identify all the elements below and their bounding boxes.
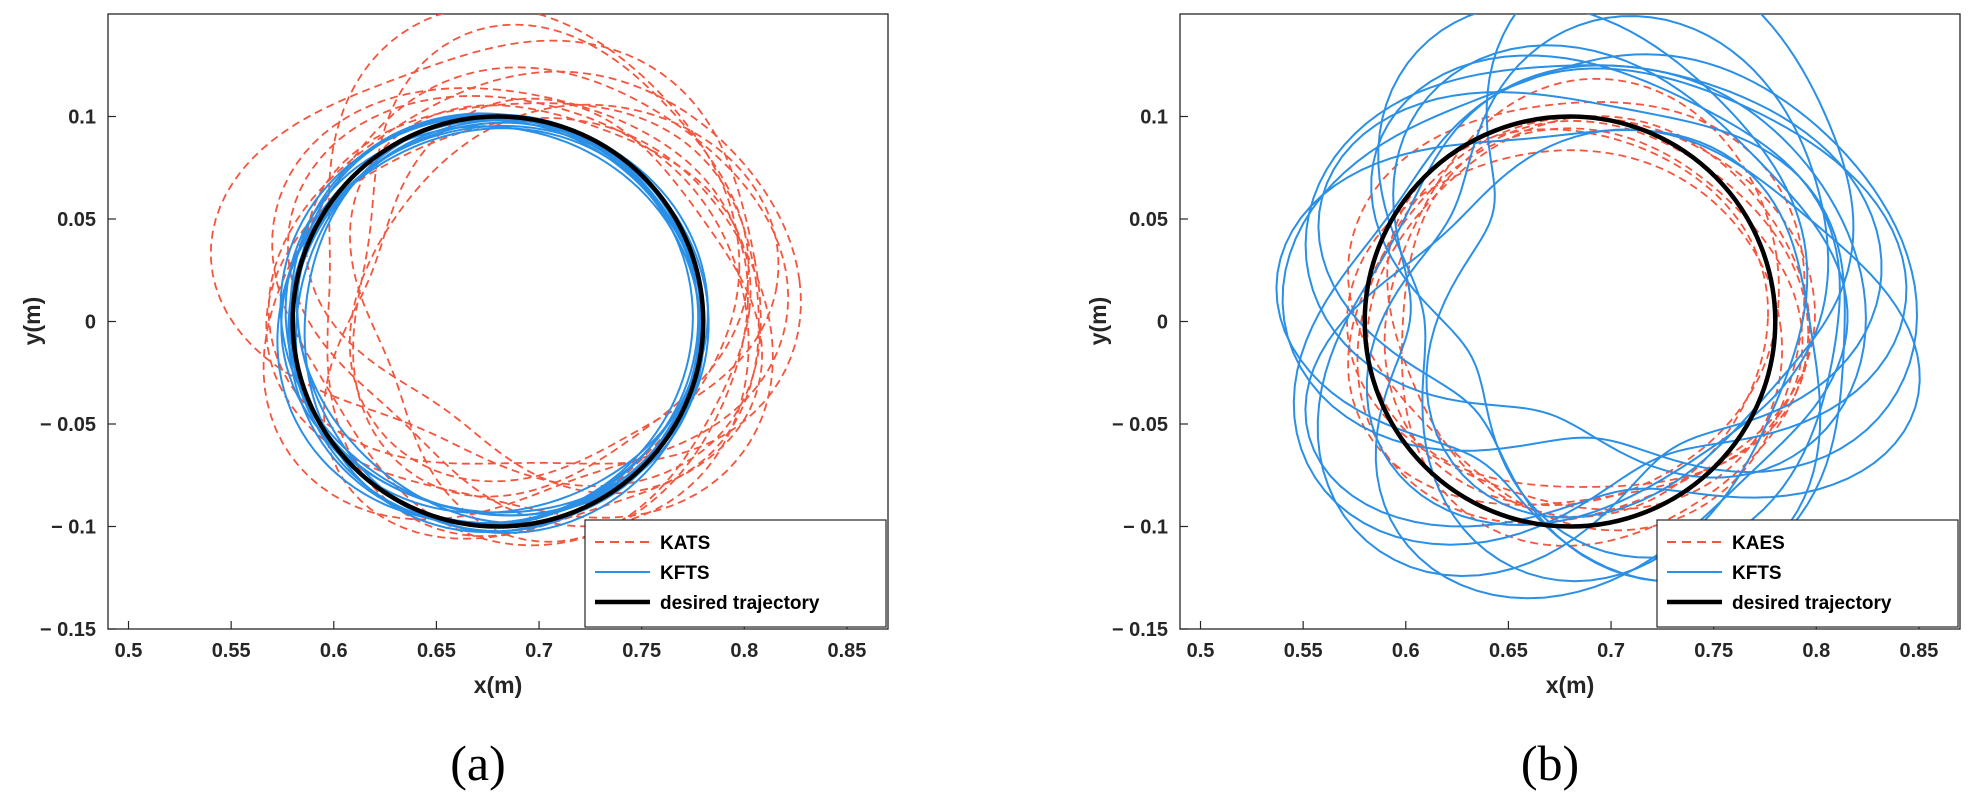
kfts-trajectory-loop: [1281, 53, 1919, 474]
y-tick-label-a: 0.05: [57, 209, 96, 231]
kfts-trajectory-loop: [1316, 64, 1883, 578]
kfts-trajectory-loop: [1370, 54, 1841, 559]
kats-trajectory-loop: [323, 97, 764, 540]
x-tick-label-b: 0.7: [1597, 640, 1625, 662]
x-ticks-b: 0.5 0.55 0.6 0.65 0.7 0.75 0.8 0.85: [1187, 621, 1938, 662]
x-axis-label-b: x(m): [1546, 672, 1595, 698]
kats-trajectory-loop: [210, 39, 762, 488]
kats-trajectory-loop: [352, 23, 750, 498]
legend-label-kfts: KFTS: [1732, 563, 1782, 584]
panel-b: 0.5 0.55 0.6 0.65 0.7 0.75 0.8 0.85 − 0.15− 0.1…: [1085, 13, 1961, 791]
desired-trajectory-circle: [290, 114, 706, 529]
kfts-trajectory-loop: [279, 115, 701, 517]
kats-trajectory-loop: [348, 104, 752, 543]
x-tick-label-a: 0.7: [525, 640, 553, 662]
series-layer-a: [210, 14, 802, 547]
y-axis-label-b: y(m): [1085, 297, 1111, 346]
y-tick-label-a: 0.1: [68, 107, 96, 129]
x-tick-label-a: 0.75: [622, 640, 661, 662]
y-tick-label-a: − 0.1: [51, 517, 96, 539]
x-tick-label-a: 0.55: [212, 640, 251, 662]
panel-a: 0.5 0.55 0.6 0.65 0.7 0.75 0.8 0.85 − 0.15− 0.1…: [19, 13, 889, 791]
y-axis-label-a: y(m): [19, 297, 45, 346]
x-tick-label-b: 0.55: [1284, 640, 1323, 662]
kats-trajectory-loop: [305, 102, 760, 495]
kaes-trajectory-loop: [1347, 101, 1806, 532]
x-tick-label-a: 0.65: [417, 640, 456, 662]
y-tick-label-b: − 0.1: [1123, 517, 1168, 539]
kats-trajectory-loop: [265, 117, 774, 519]
legend-a: KATS KFTS desired trajectory: [584, 519, 887, 628]
x-axis-label-a: x(m): [474, 672, 523, 698]
kfts-trajectory-loop: [284, 125, 702, 535]
legend-label-kaes: KAES: [1732, 533, 1785, 554]
y-ticks-b: − 0.15 − 0.1 − 0.05 0 0.05 0.1: [1112, 107, 1188, 641]
y-tick-label-a: − 0.05: [40, 414, 96, 436]
x-tick-label-b: 0.75: [1694, 640, 1733, 662]
kfts-trajectory-loop: [1374, 44, 1849, 600]
series-kfts: [1275, 14, 1921, 600]
y-tick-label-b: − 0.05: [1112, 414, 1168, 436]
kfts-trajectory-loop: [1377, 14, 1809, 583]
x-tick-label-a: 0.5: [115, 640, 143, 662]
y-tick-label-b: 0.1: [1140, 107, 1168, 129]
legend-b: KAES KFTS desired trajectory: [1656, 519, 1959, 628]
desired-trajectory-circle: [1362, 114, 1778, 529]
y-tick-label-a: − 0.15: [40, 619, 96, 641]
y-tick-label-b: − 0.15: [1112, 619, 1168, 641]
y-tick-label-a: 0: [85, 312, 96, 334]
legend-label-desired-trajectory: desired trajectory: [660, 593, 820, 614]
x-tick-label-b: 0.8: [1802, 640, 1830, 662]
kaes-trajectory-loop: [1356, 116, 1816, 524]
x-tick-label-b: 0.85: [1899, 640, 1938, 662]
kfts-trajectory-loop: [1292, 67, 1908, 546]
x-tick-label-a: 0.6: [320, 640, 348, 662]
y-tick-label-b: 0: [1157, 312, 1168, 334]
kfts-trajectory-loop: [1425, 14, 1855, 519]
kaes-trajectory-loop: [1383, 77, 1780, 507]
x-ticks-a: 0.5 0.55 0.6 0.65 0.7 0.75 0.8 0.85: [115, 621, 866, 662]
kats-trajectory-loop: [262, 66, 790, 521]
series-desired-trajectory: [290, 114, 706, 529]
kats-trajectory-loop: [271, 87, 749, 547]
kats-trajectory-loop: [348, 103, 780, 483]
y-tick-label-b: 0.05: [1129, 209, 1168, 231]
y-ticks-a: − 0.15 − 0.1 − 0.05 0 0.05 0.1: [40, 107, 116, 641]
series-layer-b: [1275, 14, 1921, 600]
kfts-trajectory-loop: [276, 119, 705, 525]
x-tick-label-b: 0.6: [1392, 640, 1420, 662]
series-desired-trajectory: [1362, 114, 1778, 529]
legend-label-kfts: KFTS: [660, 563, 710, 584]
legend-label-kats: KATS: [660, 533, 710, 554]
legend-box-b: [1656, 519, 1959, 628]
x-tick-label-a: 0.8: [730, 640, 758, 662]
kfts-trajectory-loop: [1365, 15, 1830, 527]
kfts-trajectory-loop: [1304, 64, 1867, 479]
legend-box-a: [584, 519, 887, 628]
x-tick-label-a: 0.85: [827, 640, 866, 662]
panel-label-a: (a): [450, 735, 506, 791]
x-tick-label-b: 0.5: [1187, 640, 1215, 662]
kaes-trajectory-loop: [1346, 149, 1784, 511]
x-tick-label-b: 0.65: [1489, 640, 1528, 662]
panel-label-b: (b): [1521, 735, 1579, 791]
kats-trajectory-loop: [326, 14, 741, 538]
legend-label-desired-trajectory: desired trajectory: [1732, 593, 1892, 614]
